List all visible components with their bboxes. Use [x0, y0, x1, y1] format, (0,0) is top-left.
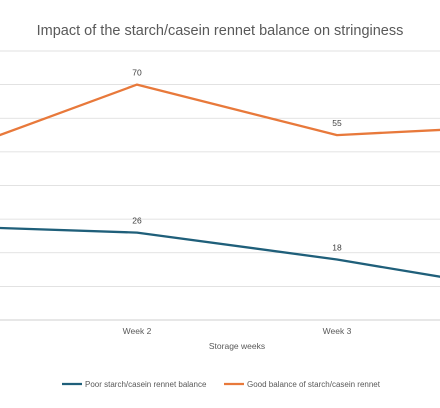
chart-title: Impact of the starch/casein rennet balan… — [37, 23, 404, 39]
series-line-2 — [0, 83, 440, 137]
series-line-1 — [0, 226, 440, 278]
legend: Poor starch/casein rennet balance Good ba… — [62, 380, 381, 389]
x-axis-ticks: Week 2 Week 3 — [123, 326, 352, 336]
legend-entry-1: Poor starch/casein rennet balance — [85, 380, 207, 389]
data-labels: 26 18 70 55 — [132, 68, 342, 253]
x-tick-label: Week 2 — [123, 326, 152, 336]
data-label: 26 — [132, 216, 142, 226]
series-lines — [0, 83, 440, 278]
x-tick-label: Week 3 — [323, 326, 352, 336]
data-label: 18 — [332, 242, 342, 252]
x-axis-label: Storage weeks — [209, 341, 265, 351]
data-label: 70 — [132, 68, 142, 78]
data-label: 55 — [332, 118, 342, 128]
gridlines — [0, 50, 440, 321]
legend-entry-2: Good balance of starch/casein rennet — [247, 380, 381, 389]
